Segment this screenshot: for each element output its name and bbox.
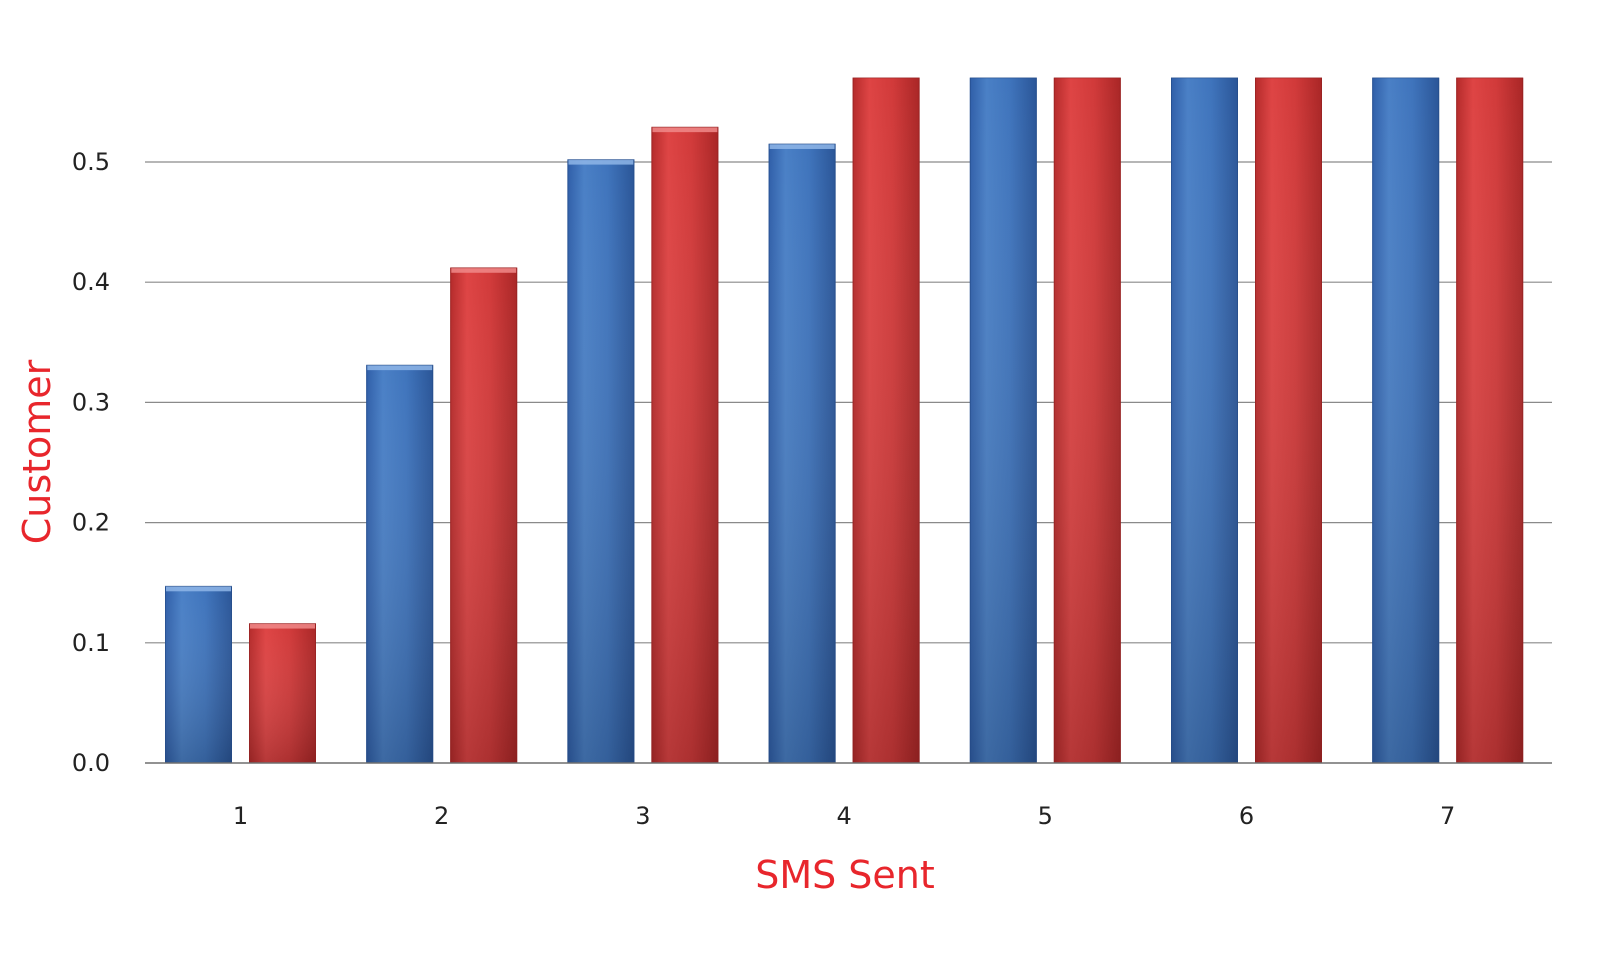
y-tick-label: 0.5 [72, 148, 110, 176]
axes: 0.0 0.1 0.2 0.3 0.4 0.5 1 2 3 4 5 6 7 [72, 148, 1552, 830]
bar-shade [1053, 77, 1121, 764]
bar-1-s1 [165, 585, 232, 764]
y-axis-title: Customer [15, 359, 59, 544]
bar-cap [769, 143, 835, 149]
bar-shade [366, 365, 434, 763]
bar-shade [651, 127, 719, 764]
bar-cap [367, 365, 433, 371]
x-axis-title: SMS Sent [755, 853, 935, 897]
bar-shade [852, 77, 920, 764]
gridlines [145, 161, 1552, 644]
y-tick-label: 0.1 [72, 629, 110, 657]
x-tick-label: 2 [434, 802, 449, 830]
bars [165, 77, 1524, 764]
bar-2-s2 [450, 267, 518, 764]
bar-shade [969, 77, 1037, 764]
bar-5-s1 [969, 77, 1037, 764]
bar-shade [768, 143, 836, 764]
bar-3-s1 [567, 159, 635, 764]
bar-shade [1456, 77, 1524, 764]
y-tick-label: 0.0 [72, 749, 110, 777]
x-tick-label: 5 [1038, 802, 1053, 830]
bar-3-s2 [651, 126, 719, 764]
bar-shade [567, 159, 635, 763]
bar-shade [450, 267, 518, 763]
bar-shade [1372, 77, 1440, 764]
y-tick-label: 0.2 [72, 509, 110, 537]
bar-shade [165, 586, 232, 763]
y-tick-label: 0.4 [72, 268, 110, 296]
bar-shade [249, 623, 316, 763]
x-tick-label: 4 [836, 802, 851, 830]
bar-cap [250, 623, 315, 629]
y-tick-label: 0.3 [72, 388, 110, 416]
bar-7-s2 [1456, 77, 1524, 764]
x-tick-label: 7 [1440, 802, 1455, 830]
bar-6-s2 [1255, 77, 1322, 764]
bar-6-s1 [1171, 77, 1238, 764]
bar-1-s2 [249, 623, 316, 764]
bar-cap [166, 586, 231, 592]
x-tick-label: 3 [635, 802, 650, 830]
bar-4-s2 [852, 77, 920, 764]
bar-4-s1 [768, 143, 836, 764]
bar-cap [451, 267, 517, 273]
bar-2-s1 [366, 364, 434, 764]
bar-5-s2 [1053, 77, 1121, 764]
x-tick-label: 1 [233, 802, 248, 830]
bar-cap [568, 159, 634, 165]
bar-cap [652, 127, 718, 133]
bar-shade [1255, 77, 1322, 764]
x-tick-label: 6 [1239, 802, 1254, 830]
bar-shade [1171, 77, 1238, 764]
bar-7-s1 [1372, 77, 1440, 764]
